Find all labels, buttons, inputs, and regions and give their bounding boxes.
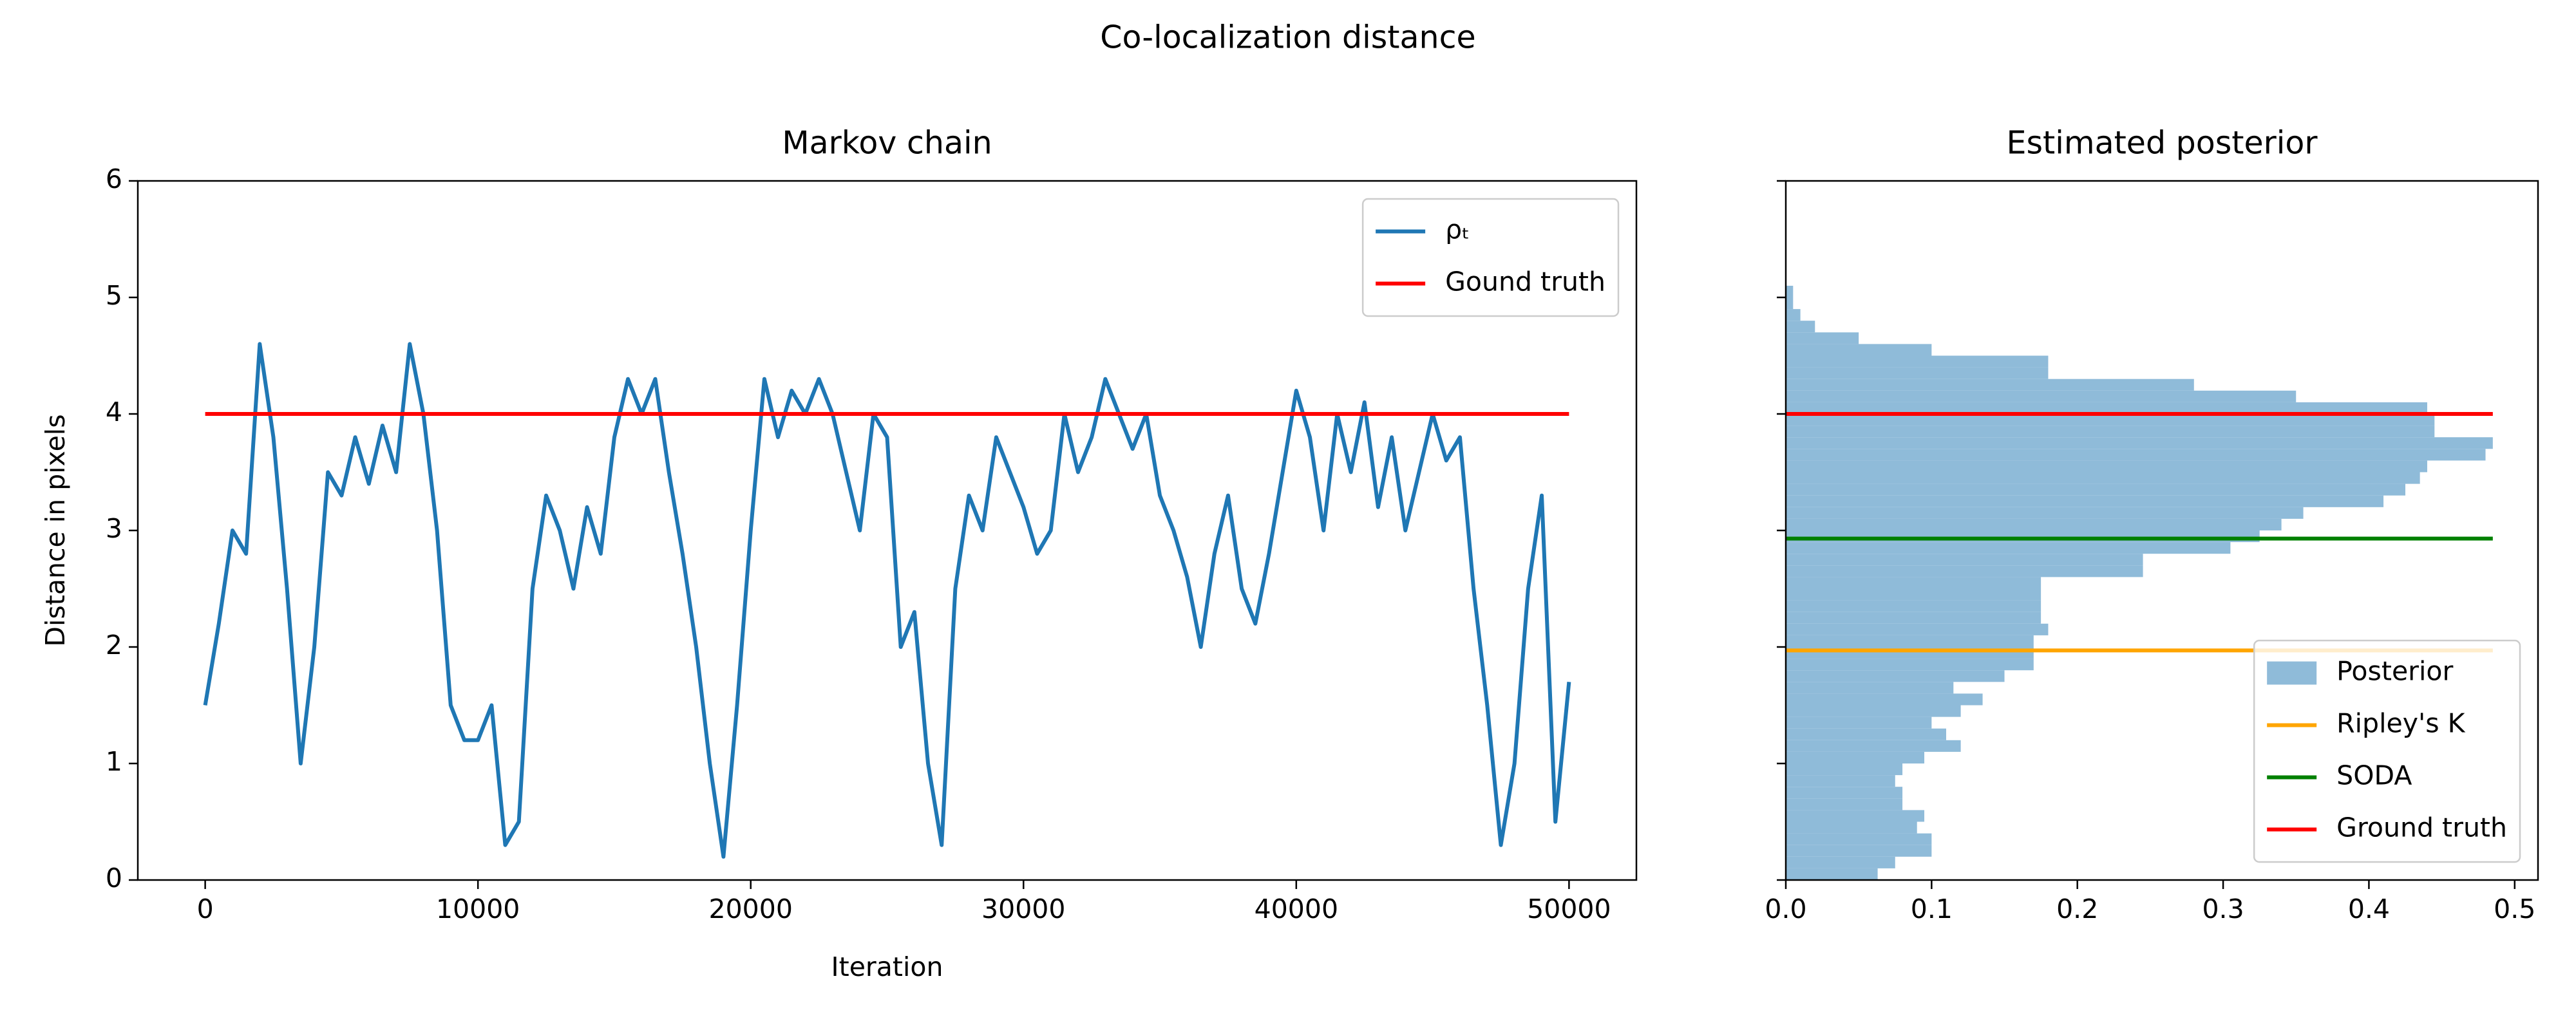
hist-bar (1786, 344, 1932, 356)
x-tick-label: 10000 (436, 894, 520, 924)
hist-bar (1786, 321, 1815, 333)
hist-bar (1786, 379, 2194, 391)
x-tick-label: 20000 (709, 894, 793, 924)
data-line (203, 342, 1571, 859)
hist-bar (1786, 414, 2435, 426)
hist-bar (1786, 833, 1932, 845)
legend-label: ρₜ (1445, 214, 1470, 245)
y-tick-label: 3 (106, 513, 122, 544)
y-axis-label: Distance in pixels (40, 414, 71, 646)
hist-bar (1786, 332, 1859, 344)
hist-bar (1786, 518, 2282, 530)
y-tick-label: 4 (106, 397, 122, 427)
axes-title: Markov chain (782, 125, 992, 162)
hist-bar (1786, 821, 1917, 834)
x-tick-label: 0.4 (2348, 894, 2390, 924)
hist-bar (1786, 845, 1932, 857)
hist-bar (1786, 472, 2420, 484)
figure-title: Co-localization distance (1100, 19, 1475, 56)
hist-bar (1786, 355, 2049, 368)
x-tick-label: 50000 (1527, 894, 1611, 924)
x-tick-label: 30000 (981, 894, 1065, 924)
hist-bar (1786, 483, 2406, 496)
hist-bar (1786, 426, 2435, 438)
hist-bar (1786, 565, 2143, 577)
hist-bar (1786, 623, 2049, 635)
legend-label: Posterior (2336, 656, 2453, 687)
hist-bar (1786, 390, 2297, 402)
hist-bar (1786, 437, 2493, 449)
legend-swatch (2267, 661, 2317, 685)
legend: Posterior Ripley's K SODA Ground truth (2253, 639, 2521, 863)
hist-bar (1786, 635, 2034, 647)
hist-bar (1786, 787, 1903, 799)
axes: Estimated posterior 0.0 0.1 0.2 0.3 0.4 0.5 Pos… (1765, 125, 2539, 924)
hist-bar (1786, 751, 1925, 763)
hist-bar (1786, 682, 1954, 694)
hist-bar (1786, 495, 2384, 507)
x-tick-label: 0.3 (2202, 894, 2244, 924)
hist-bar (1786, 507, 2304, 519)
legend-label: Ripley's K (2336, 708, 2465, 739)
y-tick-label: 6 (106, 164, 122, 194)
hist-bar (1786, 402, 2427, 414)
hist-bar (1786, 612, 2041, 624)
legend-label: Ground truth (2336, 812, 2507, 843)
hist-bar (1786, 309, 1801, 321)
legend-label: SODA (2336, 760, 2412, 791)
x-tick-label: 0.0 (1765, 894, 1806, 924)
hist-bar (1786, 856, 1895, 868)
y-tick-label: 1 (106, 746, 122, 777)
legend-box (2253, 639, 2521, 863)
hist-bar (1786, 577, 2041, 589)
axes-frame (137, 180, 1638, 881)
hist-bar (1786, 659, 2034, 671)
hist-bar (1786, 297, 1794, 310)
axes: Markov chain 0 10000 20000 30000 40000 50000 0 1… (40, 125, 1638, 982)
x-tick-label: 0.5 (2494, 894, 2535, 924)
legend: ρₜ Gound truth (1361, 198, 1620, 317)
y-tick-label: 2 (106, 630, 122, 660)
hist-bar (1786, 740, 1961, 752)
legend-box (1361, 198, 1620, 317)
hist-bar (1786, 810, 1925, 822)
hist-bar (1786, 693, 1983, 706)
hist-bar (1786, 868, 1878, 880)
hist-bar (1786, 798, 1903, 810)
hist-bar (1786, 542, 2231, 554)
hist-bar (1786, 775, 1895, 787)
hist-bar (1786, 367, 2049, 379)
axes-title: Estimated posterior (2007, 125, 2318, 162)
legend-label: Gound truth (1445, 267, 1605, 297)
x-tick-label: 0 (197, 894, 214, 924)
hist-bar (1786, 728, 1946, 740)
x-tick-label: 0.2 (2056, 894, 2098, 924)
x-axis-label: Iteration (831, 951, 943, 982)
hist-bar (1786, 449, 2486, 461)
hist-bar (1786, 285, 1794, 297)
hist-bar (1786, 705, 1961, 717)
hist-bar (1786, 460, 2427, 473)
hist-bar (1786, 763, 1903, 776)
hist-bar (1786, 554, 2143, 566)
x-tick-label: 40000 (1255, 894, 1338, 924)
axes-frame (1785, 180, 2539, 881)
hist-bar (1786, 588, 2041, 601)
hist-bar (1786, 716, 1932, 729)
x-tick-label: 0.1 (1911, 894, 1953, 924)
hist-bar (1786, 600, 2041, 612)
y-tick-label: 0 (106, 863, 122, 894)
y-tick-label: 5 (106, 280, 122, 311)
hist-bar (1786, 670, 2005, 682)
